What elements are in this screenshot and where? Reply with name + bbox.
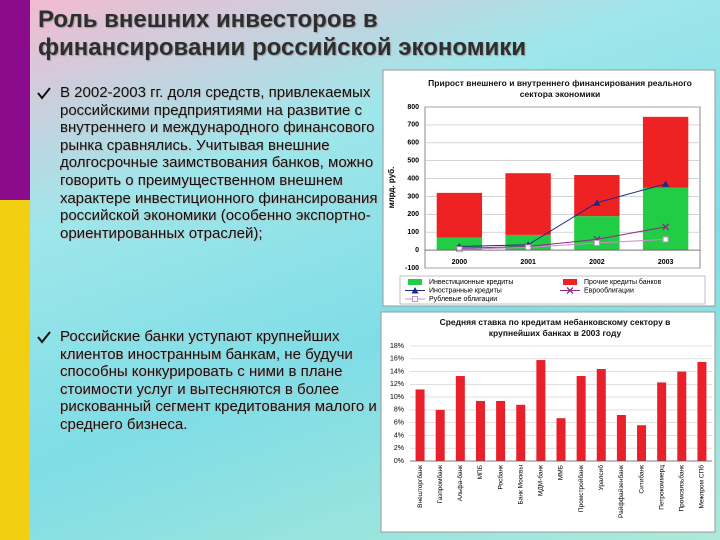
- x-tick-label: Райффайзенбанк: [617, 465, 625, 518]
- y-tick-label: 400: [407, 175, 419, 182]
- side-strip: [0, 200, 30, 540]
- bar: [576, 376, 586, 461]
- bar: [657, 382, 667, 461]
- title-line: Роль внешних инвесторов в: [38, 6, 378, 33]
- slide-title: Роль внешних инвесторов в финансировании…: [38, 6, 526, 62]
- y-tick-label: 6%: [394, 420, 404, 427]
- legend-label: Инвестиционные кредиты: [429, 279, 513, 286]
- bar: [475, 400, 485, 461]
- x-tick-label: 2000: [452, 259, 468, 266]
- bar: [516, 404, 526, 461]
- x-tick-label: Банк Москвы: [517, 465, 524, 505]
- check-icon: [37, 331, 51, 344]
- legend-swatch: [408, 279, 422, 285]
- bar: [455, 376, 465, 461]
- title-line: финансировании российской экономики: [38, 34, 527, 61]
- legend-marker: [411, 287, 419, 294]
- y-tick-label: 500: [407, 158, 419, 165]
- chart-title: Прирост внешнего и внутреннего финансиро…: [428, 78, 692, 99]
- x-tick-label: Петрокоммерц: [658, 465, 665, 510]
- y-tick-label: 100: [407, 229, 419, 236]
- legend-swatch: [563, 279, 577, 285]
- x-tick-label: Межпром СПб: [698, 465, 706, 509]
- x-tick-label: Внешторгбанк: [416, 465, 424, 508]
- bar: [677, 371, 687, 461]
- x-tick-label: 2002: [589, 259, 605, 266]
- legend-marker: [412, 296, 418, 302]
- bar: [415, 389, 425, 461]
- line-marker: [456, 246, 463, 253]
- y-tick-label: 16%: [390, 356, 404, 363]
- y-tick-label: 2%: [394, 445, 404, 452]
- x-tick-label: Альфа-банк: [456, 465, 464, 501]
- line-marker: [525, 244, 532, 251]
- y-tick-label: 0: [415, 247, 419, 254]
- bar-segment: [574, 174, 620, 217]
- y-tick-label: -100: [405, 265, 419, 272]
- side-strip: [0, 0, 30, 200]
- y-axis-label: млрд. руб.: [387, 167, 396, 209]
- y-tick-label: 8%: [394, 407, 404, 414]
- bullet-text: В 2002-2003 гг. доля средств, привлекаем…: [60, 84, 378, 242]
- y-tick-label: 12%: [390, 381, 404, 388]
- legend-label: Еврооблигации: [584, 286, 634, 294]
- line-marker: [662, 180, 670, 187]
- legend-marker: [566, 287, 574, 294]
- y-tick-label: 10%: [390, 394, 404, 401]
- y-tick-label: 300: [407, 193, 419, 200]
- bar: [536, 360, 546, 461]
- line: [459, 226, 666, 249]
- x-tick-label: Промсвязьбанк: [678, 465, 686, 512]
- y-tick-label: 600: [407, 140, 419, 147]
- legend-label: Рублевые облигации: [429, 295, 497, 303]
- legend-box: [399, 275, 706, 305]
- y-tick-label: 800: [407, 104, 419, 111]
- line-marker: [662, 236, 669, 243]
- bar: [596, 369, 606, 461]
- x-tick-label: 2001: [520, 259, 536, 266]
- line-marker: [593, 199, 601, 206]
- x-tick-label: Промстройбанк: [577, 465, 585, 512]
- bar: [637, 425, 647, 461]
- x-tick-label: Газпромбанк: [436, 465, 444, 504]
- y-tick-label: 4%: [394, 432, 404, 439]
- x-tick-label: Росбанк: [496, 465, 504, 490]
- x-tick-label: 2003: [658, 259, 674, 266]
- y-tick-label: 700: [407, 122, 419, 129]
- line-marker: [662, 223, 670, 231]
- bar-segment: [436, 192, 483, 238]
- x-tick-label: МДМ-банк: [537, 465, 545, 496]
- x-tick-label: Уралсиб: [597, 465, 605, 491]
- y-tick-label: 200: [407, 211, 419, 218]
- bullet-text: Российские банки уступают крупнейших кли…: [60, 328, 377, 433]
- x-tick-label: ММБ: [558, 465, 565, 480]
- line: [459, 238, 666, 250]
- legend-label: Иностранные кредиты: [429, 287, 502, 294]
- line-marker: [593, 239, 600, 246]
- y-tick-label: 0%: [394, 458, 404, 465]
- x-tick-label: МПБ: [477, 465, 484, 479]
- line: [459, 183, 666, 248]
- y-tick-label: 18%: [390, 343, 404, 350]
- bar-segment: [505, 173, 551, 235]
- bar: [435, 409, 445, 461]
- bar: [616, 415, 626, 461]
- check-icon: [37, 87, 51, 100]
- bar-segment: [642, 116, 689, 188]
- legend-label: Прочие кредиты банков: [584, 278, 662, 286]
- bar: [697, 361, 707, 461]
- chart-title: Средняя ставка по кредитам небанковскому…: [439, 317, 671, 338]
- x-tick-label: Ситибанк: [637, 465, 645, 494]
- bar: [556, 418, 566, 461]
- y-tick-label: 14%: [390, 368, 404, 375]
- bar: [496, 400, 506, 461]
